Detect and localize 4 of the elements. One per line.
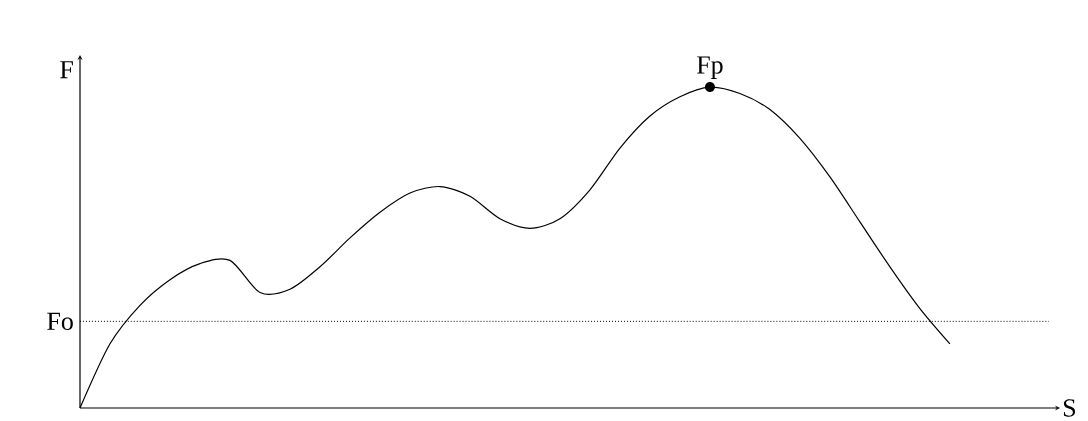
annotation: Fp bbox=[697, 56, 723, 79]
ref-line-label: Fo bbox=[47, 312, 73, 330]
y-axis-title: F bbox=[60, 61, 73, 79]
x-axis-title: S bbox=[1063, 399, 1075, 417]
